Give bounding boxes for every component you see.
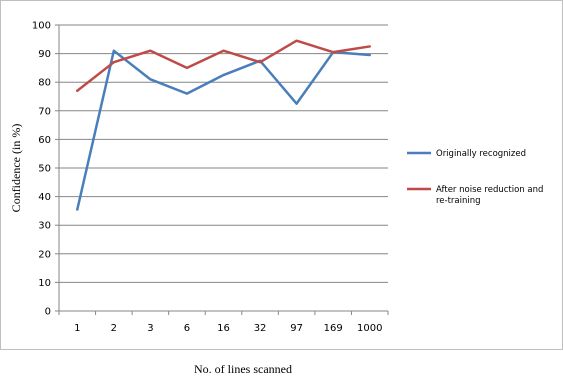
- y-tick-label: 90: [38, 49, 51, 60]
- y-tick-label: 70: [38, 106, 51, 117]
- legend: Originally recognized After noise reducti…: [407, 149, 546, 206]
- y-tick-label: 40: [38, 192, 51, 203]
- x-axis-title: No. of lines scanned: [194, 362, 292, 376]
- series-lines: [76, 39, 371, 211]
- y-tick-label: 0: [45, 307, 51, 318]
- x-tick-label: 169: [324, 323, 343, 334]
- x-tick-label: 2: [111, 323, 117, 334]
- chart-area-frame: [0, 0, 563, 350]
- x-tick-label: 1: [74, 323, 80, 334]
- x-tick-label: 6: [184, 323, 190, 334]
- y-axis-title: Confidence (in %): [9, 124, 23, 213]
- y-tick-label: 30: [38, 221, 51, 232]
- legend-label: Originally recognized: [436, 149, 526, 159]
- x-tick-label: 3: [147, 323, 153, 334]
- series-line-1: [76, 49, 371, 211]
- x-tick-label: 32: [254, 323, 267, 334]
- x-tick-label: 16: [217, 323, 230, 334]
- y-tick-labels: 0 10 20 30 40 50 60 70 80 90 100: [32, 21, 51, 318]
- x-tick-label: 1000: [357, 323, 382, 334]
- x-tick-labels: 1 2 3 6 16 32 97 169 1000: [74, 323, 382, 334]
- y-tick-label: 80: [38, 78, 51, 89]
- y-tick-label: 50: [38, 164, 51, 175]
- axes: [55, 24, 389, 315]
- y-tick-label: 100: [32, 21, 51, 32]
- x-tick-label: 97: [290, 323, 303, 334]
- legend-label: After noise reduction and re-training: [436, 185, 546, 206]
- y-tick-label: 10: [38, 278, 51, 289]
- y-tick-label: 60: [38, 135, 51, 146]
- series-line-2: [76, 39, 371, 93]
- y-tick-label: 20: [38, 249, 51, 260]
